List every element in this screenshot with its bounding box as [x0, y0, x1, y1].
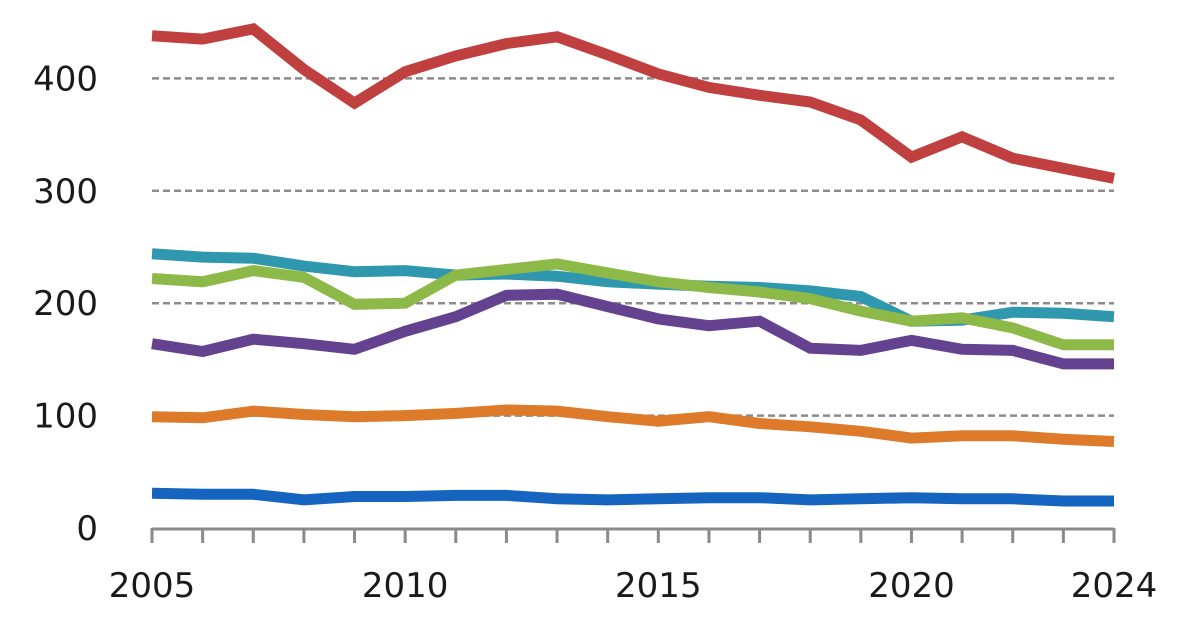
y-tick-label-100: 100: [33, 397, 98, 437]
y-tick-label-0: 0: [76, 509, 98, 549]
y-tick-label-300: 300: [33, 172, 98, 212]
series-line-1: [151, 23, 1116, 184]
x-tick-label-2020: 2020: [868, 566, 955, 606]
series-line-3: [151, 258, 1114, 351]
x-tick-label-2024: 2024: [1071, 566, 1158, 606]
series-line-4: [151, 288, 1114, 370]
x-axis: [150, 527, 1116, 543]
x-tick-label-2015: 2015: [615, 566, 702, 606]
gridlines: [152, 77, 1114, 417]
y-tick-label-400: 400: [33, 59, 98, 99]
x-tick-label-2010: 2010: [362, 566, 449, 606]
x-tick-label-2005: 2005: [109, 566, 196, 606]
series-line-5: [151, 404, 1115, 447]
series-lines: [151, 23, 1116, 507]
series-line-6: [151, 487, 1114, 507]
y-tick-label-200: 200: [33, 284, 98, 324]
y-axis-labels: 0 100 200 300 400: [33, 59, 98, 549]
x-axis-labels: 2005 2010 2015 2020 2024: [109, 566, 1158, 606]
